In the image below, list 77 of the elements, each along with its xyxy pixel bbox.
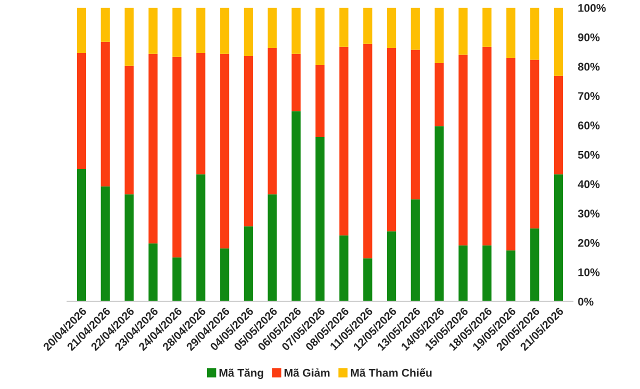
bar bbox=[196, 174, 206, 302]
bar bbox=[244, 8, 253, 56]
bar bbox=[292, 54, 301, 112]
bar bbox=[339, 235, 348, 302]
bar bbox=[196, 53, 206, 174]
bar bbox=[554, 8, 564, 76]
bar bbox=[220, 54, 230, 248]
bar bbox=[148, 54, 158, 244]
bar bbox=[292, 8, 301, 54]
bar bbox=[530, 228, 540, 302]
y-tick-label: 90% bbox=[578, 33, 600, 42]
bar bbox=[339, 46, 348, 236]
bar bbox=[172, 8, 182, 57]
bar bbox=[220, 248, 230, 302]
bar bbox=[76, 8, 86, 54]
bar bbox=[315, 8, 325, 66]
bar bbox=[268, 8, 277, 48]
bar bbox=[530, 8, 540, 60]
bar bbox=[244, 226, 253, 302]
bar bbox=[530, 60, 540, 228]
y-tick-label: 60% bbox=[578, 122, 600, 130]
y-tick-label: 0% bbox=[578, 298, 594, 306]
bar bbox=[76, 53, 86, 170]
bar bbox=[148, 8, 158, 54]
bar bbox=[268, 48, 277, 194]
y-tick-label: 100% bbox=[578, 4, 606, 12]
bar bbox=[434, 62, 444, 126]
bar bbox=[315, 65, 325, 138]
bar bbox=[196, 8, 206, 54]
bar bbox=[387, 231, 396, 302]
bar bbox=[76, 169, 86, 302]
bar bbox=[363, 258, 372, 302]
bar bbox=[506, 250, 516, 302]
bar bbox=[554, 76, 564, 174]
bar bbox=[268, 194, 277, 302]
bar bbox=[410, 8, 420, 50]
bar bbox=[482, 46, 492, 246]
y-tick-label: 80% bbox=[578, 62, 600, 71]
y-tick-label: 40% bbox=[578, 180, 600, 188]
bar bbox=[458, 8, 468, 55]
bar bbox=[554, 174, 564, 302]
bar bbox=[100, 42, 110, 186]
bar bbox=[148, 243, 158, 302]
y-tick-label: 70% bbox=[578, 92, 600, 100]
y-tick-label: 10% bbox=[578, 268, 600, 276]
bar bbox=[363, 8, 372, 44]
bar bbox=[172, 257, 182, 302]
bar bbox=[410, 199, 420, 302]
y-tick-label: 50% bbox=[578, 150, 600, 159]
bar bbox=[458, 54, 468, 246]
bar bbox=[292, 111, 301, 302]
bar bbox=[458, 245, 468, 302]
bar bbox=[315, 137, 325, 302]
bar bbox=[339, 8, 348, 47]
bar bbox=[387, 48, 396, 232]
bar bbox=[482, 245, 492, 302]
bar bbox=[124, 66, 134, 194]
y-tick-label: 20% bbox=[578, 239, 600, 247]
bar bbox=[482, 8, 492, 47]
bar bbox=[124, 194, 134, 302]
legend-label: Mã Giảm bbox=[284, 368, 330, 377]
bar bbox=[387, 8, 396, 48]
bar bbox=[363, 44, 372, 258]
y-tick-label: 30% bbox=[578, 210, 600, 218]
bar bbox=[100, 186, 110, 302]
bar bbox=[124, 8, 134, 66]
bar bbox=[434, 126, 444, 302]
bar bbox=[244, 56, 253, 226]
legend-label: Mã Tham Chiếu bbox=[350, 368, 432, 377]
legend-label: Mã Tăng bbox=[220, 368, 264, 379]
bar bbox=[220, 8, 230, 54]
bar bbox=[410, 50, 420, 200]
bar bbox=[100, 8, 110, 42]
bar bbox=[506, 8, 516, 58]
bar bbox=[434, 8, 444, 63]
bar bbox=[172, 56, 182, 258]
bar bbox=[506, 58, 516, 250]
